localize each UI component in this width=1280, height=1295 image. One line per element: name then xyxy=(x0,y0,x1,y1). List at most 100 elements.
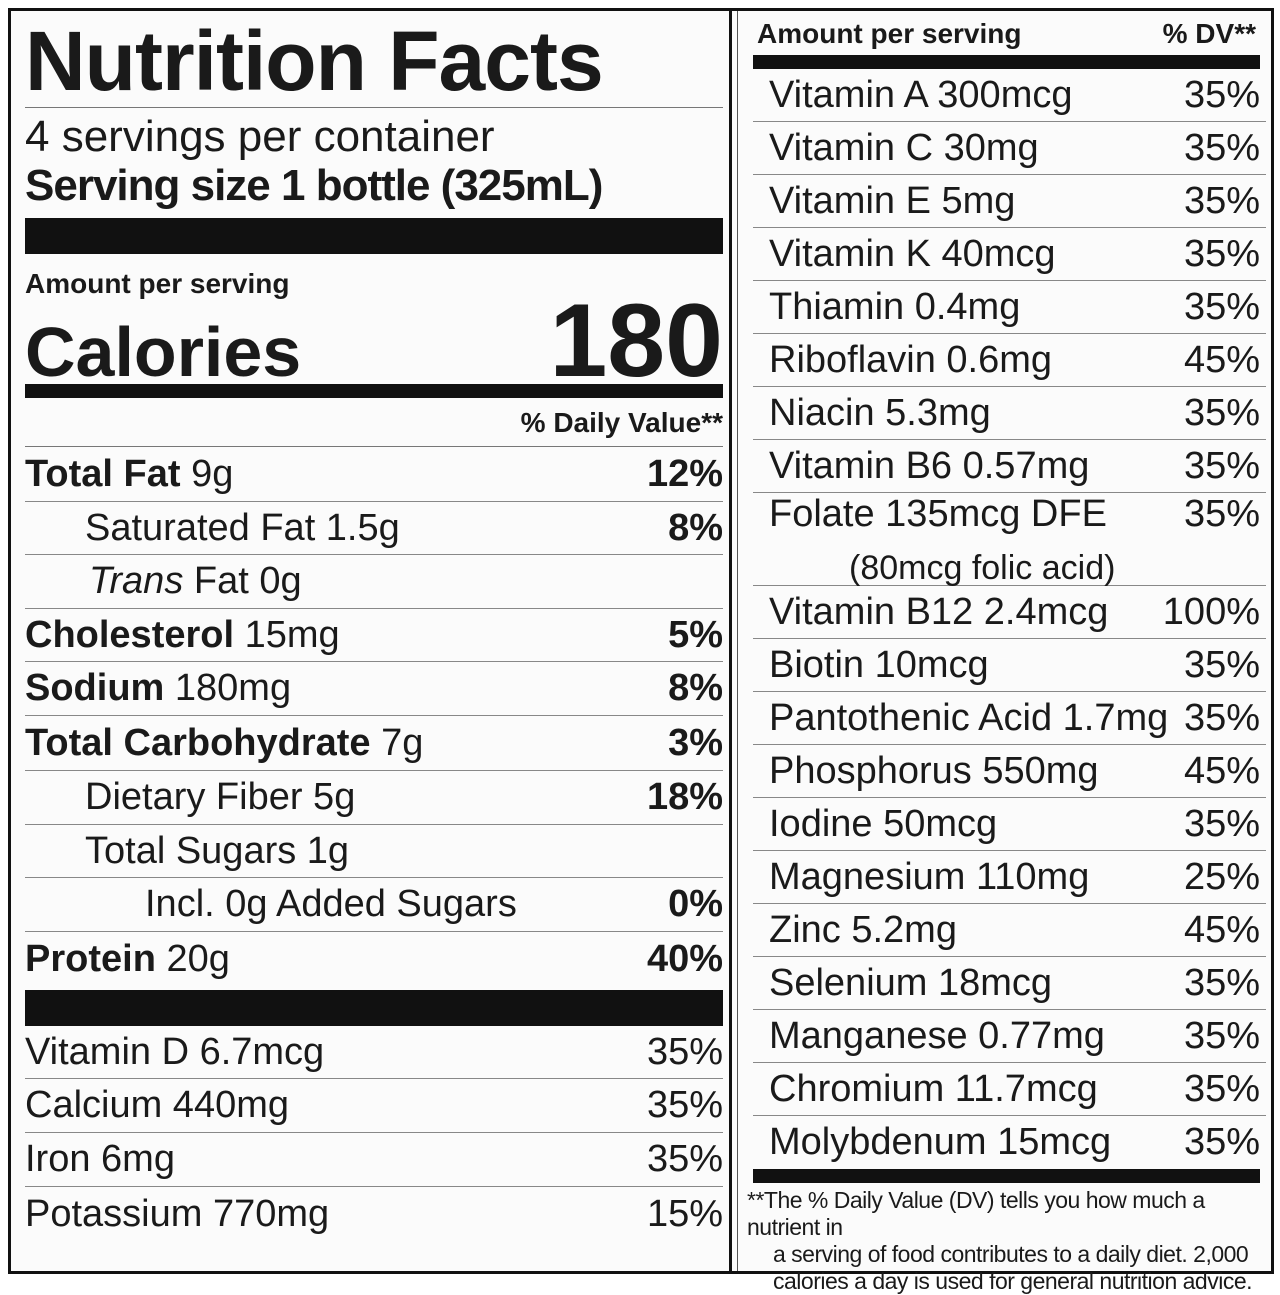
footnote: **The % Daily Value (DV) tells you how m… xyxy=(741,1183,1266,1295)
nutrient-row-protein: Protein 20g 40% xyxy=(25,932,723,986)
mineral-dv: 35% xyxy=(646,1138,723,1180)
vitamin-dv: 100% xyxy=(1162,590,1260,633)
vitamin-row: Vitamin C 30mg 35% xyxy=(753,122,1266,175)
vitamin-dv: 35% xyxy=(1183,179,1260,222)
vitamin-name: Phosphorus 550mg xyxy=(769,749,1099,792)
vitamin-dv: 35% xyxy=(1183,391,1260,434)
nutrient-name: Sodium xyxy=(25,667,165,709)
vitamin-dv: 35% xyxy=(1183,1014,1260,1057)
nutrient-dv: 8% xyxy=(668,667,723,709)
vitamin-row: Vitamin A 300mcg 35% xyxy=(753,69,1266,122)
vitamin-dv: 35% xyxy=(1183,696,1260,739)
mineral-row: Vitamin D 6.7mcg 35% xyxy=(25,1026,723,1079)
nutrient-amount: 15mg xyxy=(244,613,340,656)
vitamin-row: Manganese 0.77mg 35% xyxy=(753,1010,1266,1063)
vitamin-name: Vitamin E 5mg xyxy=(769,179,1016,222)
nutrient-name: Protein xyxy=(25,937,156,980)
vitamin-dv: 45% xyxy=(1183,749,1260,792)
vitamin-row: Thiamin 0.4mg 35% xyxy=(753,281,1266,334)
vitamin-name: Molybdenum 15mcg xyxy=(769,1121,1112,1163)
nutrient-row-sodium: Sodium 180mg 8% xyxy=(25,662,723,716)
vitamin-row: Vitamin E 5mg 35% xyxy=(753,175,1266,228)
nutrient-dv: 12% xyxy=(646,452,723,495)
left-panel: Nutrition Facts 4 servings per container… xyxy=(25,11,723,1271)
nutrient-name: Total Carbohydrate xyxy=(25,721,371,764)
right-dv-header: % DV** xyxy=(1162,18,1256,49)
nutrient-amount: 7g xyxy=(381,721,424,764)
right-panel: Amount per serving % DV** Vitamin A 300m… xyxy=(741,11,1266,1294)
mineral-dv: 35% xyxy=(646,1030,723,1073)
vitamin-row: Biotin 10mcg 35% xyxy=(753,639,1266,692)
vitamin-dv: 35% xyxy=(1183,73,1260,116)
vitamin-row: Phosphorus 550mg 45% xyxy=(753,745,1266,798)
vitamin-row: Folate 135mcg DFE 35% (80mcg folic acid) xyxy=(753,493,1266,586)
vitamin-row: Vitamin B6 0.57mg 35% xyxy=(753,440,1266,493)
vitamin-name: Thiamin 0.4mg xyxy=(769,285,1021,328)
mineral-name: Calcium 440mg xyxy=(25,1084,289,1126)
mineral-row: Iron 6mg 35% xyxy=(25,1133,723,1187)
nutrient-row-saturated-fat: Saturated Fat 1.5g 8% xyxy=(25,502,723,555)
vitamin-name: Riboflavin 0.6mg xyxy=(769,338,1053,381)
nutrient-row-total-fat: Total Fat 9g 12% xyxy=(25,447,723,502)
vitamin-row: Selenium 18mcg 35% xyxy=(753,957,1266,1010)
vitamin-name: Biotin 10mcg xyxy=(769,643,989,686)
thick-divider xyxy=(25,990,723,1026)
nutrient-name: Total Fat xyxy=(25,452,181,495)
nutrient-amount: 20g xyxy=(166,937,230,980)
nutrient-name: Saturated Fat 1.5g xyxy=(85,506,400,549)
nutrient-amount: 9g xyxy=(191,452,234,495)
daily-value-header: % Daily Value** xyxy=(25,398,723,447)
vitamin-name: Selenium 18mcg xyxy=(769,961,1053,1004)
medium-divider xyxy=(25,384,723,398)
mineral-row: Calcium 440mg 35% xyxy=(25,1079,723,1133)
vitamin-name: Zinc 5.2mg xyxy=(769,908,957,951)
vitamin-row: Pantothenic Acid 1.7mg 35% xyxy=(753,692,1266,745)
mineral-name: Iron 6mg xyxy=(25,1138,175,1180)
mineral-name: Vitamin D 6.7mcg xyxy=(25,1030,325,1073)
vitamin-row: Iodine 50mcg 35% xyxy=(753,798,1266,851)
nutrient-row-total-sugars: Total Sugars 1g xyxy=(25,825,723,878)
vitamin-row: Chromium 11.7mcg 35% xyxy=(753,1063,1266,1116)
nutrient-name: Incl. 0g Added Sugars xyxy=(145,883,517,925)
vitamin-name: Pantothenic Acid 1.7mg xyxy=(769,696,1169,739)
mineral-dv: 15% xyxy=(646,1192,723,1235)
right-header: Amount per serving % DV** xyxy=(741,11,1266,55)
vitamin-name: Vitamin B6 0.57mg xyxy=(769,444,1090,487)
nutrient-dv: 8% xyxy=(668,506,723,549)
vitamin-name: Chromium 11.7mcg xyxy=(769,1067,1098,1110)
vitamin-row: Zinc 5.2mg 45% xyxy=(753,904,1266,957)
vitamin-dv: 35% xyxy=(1183,126,1260,169)
column-divider xyxy=(737,11,738,1271)
calories-row: Calories 180 xyxy=(25,283,723,399)
vitamin-list: Vitamin A 300mcg 35% Vitamin C 30mg 35% Vita… xyxy=(741,69,1266,1169)
vitamin-name: Manganese 0.77mg xyxy=(769,1014,1105,1057)
vitamin-dv: 35% xyxy=(1183,232,1260,275)
vitamin-row: Molybdenum 15mcg 35% xyxy=(753,1116,1266,1169)
vitamin-name: Magnesium 110mg xyxy=(769,855,1090,898)
nutrient-dv: 3% xyxy=(668,721,723,764)
vitamin-dv: 35% xyxy=(1183,643,1260,686)
vitamin-dv: 35% xyxy=(1183,444,1260,487)
mineral-dv: 35% xyxy=(646,1084,723,1126)
nutrient-row-added-sugars: Incl. 0g Added Sugars 0% xyxy=(25,878,723,932)
vitamin-name: Vitamin K 40mcg xyxy=(769,232,1056,275)
nutrient-name: Trans xyxy=(89,560,184,602)
vitamin-subnote: (80mcg folic acid) xyxy=(849,549,1116,587)
vitamin-row: Magnesium 110mg 25% xyxy=(753,851,1266,904)
vitamin-name: Iodine 50mcg xyxy=(769,802,998,845)
nutrient-amount: Fat 0g xyxy=(183,560,302,602)
vitamin-dv: 45% xyxy=(1183,338,1260,381)
vitamin-dv: 35% xyxy=(1183,961,1260,1004)
nutrient-row-trans-fat: Trans Fat 0g xyxy=(25,555,723,609)
nutrient-amount: 180mg xyxy=(174,667,292,709)
label-title: Nutrition Facts xyxy=(25,11,723,108)
calories-value: 180 xyxy=(549,283,723,399)
vitamin-name: Folate 135mcg DFE xyxy=(769,493,1107,535)
footnote-line: **The % Daily Value (DV) tells you how m… xyxy=(747,1187,1205,1240)
nutrient-name: Cholesterol xyxy=(25,613,235,656)
vitamin-dv: 35% xyxy=(1183,802,1260,845)
nutrition-label: Nutrition Facts 4 servings per container… xyxy=(8,8,1274,1294)
nutrient-row-total-carbohydrate: Total Carbohydrate 7g 3% xyxy=(25,716,723,771)
nutrient-dv: 5% xyxy=(668,613,723,656)
vitamin-dv: 25% xyxy=(1183,855,1260,898)
